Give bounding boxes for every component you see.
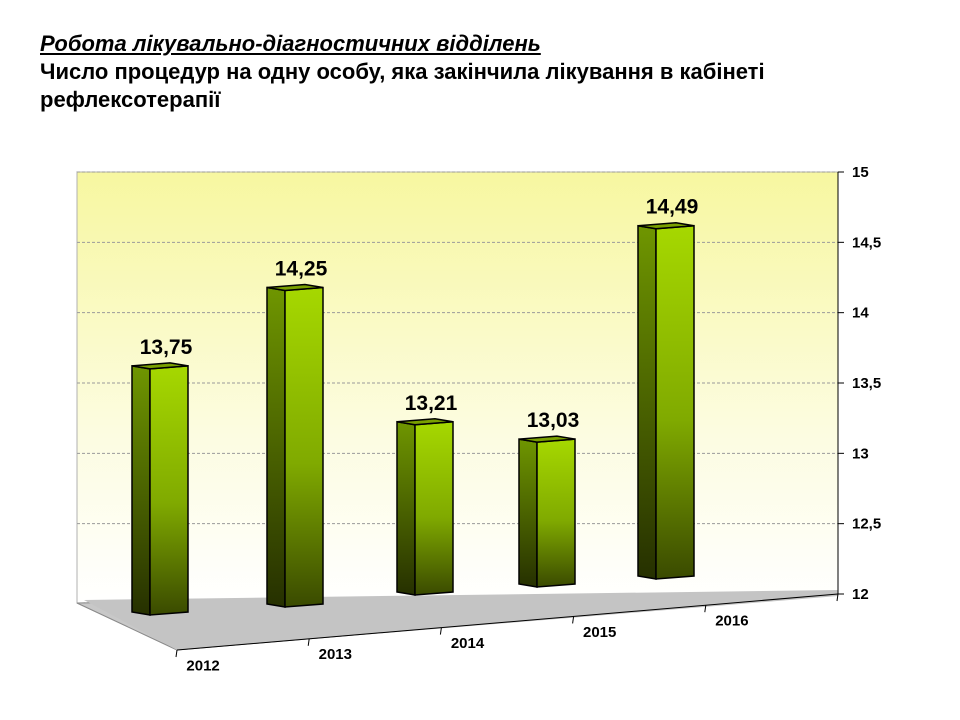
y-tick-label: 12	[852, 586, 869, 603]
x-tick-label: 2014	[451, 635, 485, 652]
y-tick-label: 14,5	[852, 234, 881, 251]
y-tick-label: 12,5	[852, 516, 881, 533]
x-tick-5	[836, 593, 839, 602]
bar-top-face	[266, 283, 324, 292]
x-tick-0	[175, 649, 178, 658]
bar-top-face	[637, 221, 695, 230]
bar-2013	[266, 283, 324, 608]
chart-title: Робота лікувально-діагностичних відділен…	[40, 31, 541, 56]
x-tick-3	[572, 616, 575, 624]
bar-front-face	[149, 365, 189, 616]
x-tick-label: 2015	[583, 624, 616, 641]
chart-subtitle: Число процедур на одну особу, яка закінч…	[40, 59, 765, 112]
bar-side-face	[396, 420, 416, 596]
x-axis: 2012 2013 2014 2015 2016	[175, 593, 839, 674]
x-tick-label: 2016	[715, 613, 748, 630]
bar-front-face	[284, 286, 324, 608]
y-tick-label: 15	[852, 164, 869, 181]
bars	[131, 221, 695, 616]
x-tick-label: 2012	[186, 657, 219, 674]
value-label: 13,75	[140, 336, 193, 359]
bar-2014	[396, 418, 454, 596]
bar-side-face	[637, 224, 657, 580]
value-label: 14,25	[275, 258, 328, 281]
back-wall	[76, 171, 839, 604]
bar-side-face	[266, 286, 286, 608]
bar-front-face	[536, 438, 576, 588]
x-tick-4	[704, 605, 707, 613]
bar-2016	[637, 221, 695, 580]
bar-front-face	[414, 420, 454, 596]
y-tick-label: 13,5	[852, 375, 881, 392]
x-axis-line	[176, 593, 839, 651]
bar-top-face	[396, 418, 454, 426]
value-label: 14,49	[646, 196, 699, 219]
value-label: 13,03	[527, 409, 580, 432]
bar-front-face	[655, 224, 695, 580]
bar-top-face	[518, 435, 576, 443]
value-labels: 13,75 14,25 13,21 13,03 14,49	[140, 196, 699, 432]
bar-2015	[518, 435, 576, 588]
x-tick-1	[307, 638, 310, 646]
y-axis: 12 12,5 13 13,5 14 14,5 15	[837, 164, 881, 603]
value-label: 13,21	[405, 392, 458, 415]
y-tick-label: 13	[852, 445, 869, 462]
chart-walls	[76, 171, 839, 651]
chart-title-block: Робота лікувально-діагностичних відділен…	[40, 30, 920, 114]
bar-top-face	[131, 362, 189, 370]
bar-2012	[131, 362, 189, 616]
x-tick-2	[439, 627, 442, 635]
bar-side-face	[518, 438, 538, 588]
y-tick-label: 14	[852, 305, 869, 322]
bar-side-face	[131, 364, 151, 616]
x-tick-label: 2013	[319, 646, 352, 663]
